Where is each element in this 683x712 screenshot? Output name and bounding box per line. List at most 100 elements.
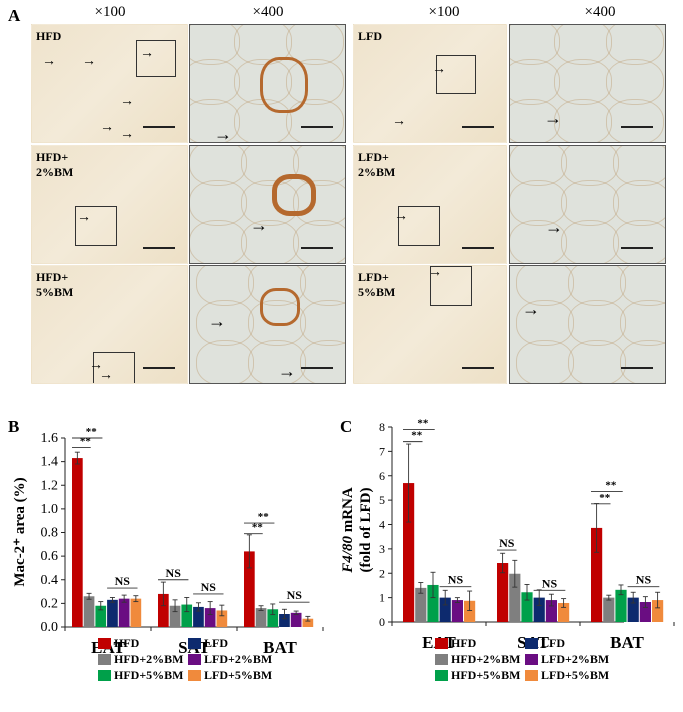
arrow-icon: → <box>428 265 442 280</box>
arrow-icon: → <box>82 54 96 69</box>
bar-lfd-2-bm-bat <box>290 612 302 627</box>
bar-hfd-5-bm-bat <box>267 609 279 627</box>
y-tick-label: 7 <box>379 444 385 458</box>
category-label-bat: BAT <box>263 638 297 657</box>
legend-item: LFD+2%BM <box>188 652 272 667</box>
legend-item: LFD+5%BM <box>525 668 609 683</box>
y-tick-label: 1.0 <box>41 502 59 517</box>
adipocyte-outline <box>300 340 345 383</box>
scale-bar <box>462 247 494 249</box>
legend-item: HFD <box>435 636 476 651</box>
scale-bar <box>301 247 333 249</box>
scale-bar <box>462 126 494 128</box>
scale-bar <box>301 367 333 369</box>
arrow-icon: → <box>140 46 154 61</box>
adipocyte-outline <box>286 99 344 142</box>
y-tick-label: 8 <box>379 420 385 434</box>
panel-letter: C <box>340 417 352 436</box>
lfd-x100-micrograph: LFD+ 5%BM → <box>353 265 507 384</box>
arrow-icon: → <box>432 62 446 77</box>
zoom-region-box <box>75 206 117 246</box>
hfd-x100-micrograph: HFD+ 5%BM → → <box>31 265 188 384</box>
legend-panel-b: HFD LFD HFD+2%BM LFD+2%BM HFD+5%BM LFD+5%BM <box>98 636 338 706</box>
y-tick-label: 1 <box>379 591 385 605</box>
bar-hfd-5-bm-sat <box>181 604 193 627</box>
arrow-icon: → <box>120 94 134 109</box>
y-tick-label: 5 <box>379 493 385 507</box>
significance-label: ** <box>417 417 429 429</box>
group-label: HFD+ 5%BM <box>36 270 74 299</box>
adipocyte-outline <box>561 220 619 263</box>
scale-bar <box>621 367 653 369</box>
significance-label: NS <box>499 536 515 550</box>
group-label: HFD+ 2%BM <box>36 150 74 179</box>
adipocyte-outline <box>286 59 344 105</box>
y-tick-label: 3 <box>379 542 385 556</box>
chart-mac2-area: B0.00.20.40.60.81.01.21.41.6EATSATBAT***… <box>8 417 324 657</box>
scale-bar <box>143 247 175 249</box>
significance-label: ** <box>86 426 98 438</box>
legend-swatch <box>188 638 201 649</box>
y-tick-label: 1.6 <box>41 431 59 446</box>
legend-swatch <box>525 638 538 649</box>
arrow-icon: → <box>42 54 56 69</box>
bar-hfd-bat <box>244 551 255 627</box>
zoom-region-box <box>436 55 476 94</box>
legend-swatch <box>98 638 111 649</box>
arrow-icon: → <box>250 215 268 235</box>
significance-label: NS <box>448 573 464 587</box>
zoom-region-box <box>398 206 440 246</box>
legend-label: LFD <box>541 636 565 650</box>
adipocyte-outline <box>568 340 626 383</box>
significance-label: NS <box>287 588 303 602</box>
significance-label: ** <box>599 492 611 504</box>
legend-item: HFD+2%BM <box>98 652 184 667</box>
bar-lfd-5-bm-bat <box>302 618 314 627</box>
y-tick-label: 0.2 <box>41 596 59 611</box>
significance-label: NS <box>201 580 217 594</box>
adipocyte-outline <box>606 59 664 105</box>
legend-item: HFD+5%BM <box>435 668 521 683</box>
significance-label: ** <box>605 480 617 492</box>
bar-hfd-sat <box>497 563 509 622</box>
y-axis-label: Mac-2⁺ area (%) <box>12 477 28 586</box>
bar-lfd-bat <box>279 614 290 627</box>
bar-hfd-eat <box>403 483 415 622</box>
legend-label: HFD+5%BM <box>451 668 521 682</box>
adipocyte-outline <box>606 25 664 65</box>
y-tick-label: 2 <box>379 566 385 580</box>
magnification-label: ×100 <box>94 4 126 20</box>
bar-hfd-5-bm-eat <box>95 605 107 627</box>
mac2-positive-stain <box>260 288 300 326</box>
significance-label: ** <box>252 522 264 534</box>
hfd-x100-micrograph: HFD+ 2%BM → <box>31 145 188 264</box>
scale-bar <box>143 126 175 128</box>
legend-swatch <box>435 638 448 649</box>
group-label: LFD+ 5%BM <box>358 270 396 299</box>
legend-label: HFD <box>451 636 477 650</box>
legend-swatch <box>188 654 201 665</box>
arrow-icon: → <box>544 108 562 128</box>
significance-label: ** <box>258 511 270 523</box>
group-label: HFD <box>36 29 62 43</box>
adipocyte-outline <box>286 25 344 65</box>
bar-hfd-eat <box>72 458 83 627</box>
arrow-icon: → <box>522 299 540 319</box>
group-label: LFD <box>358 29 382 43</box>
scale-bar <box>301 126 333 128</box>
zoom-region-box <box>136 40 176 77</box>
adipocyte-outline <box>613 220 665 263</box>
lfd-x400-micrograph: → <box>509 265 666 384</box>
significance-label: ** <box>80 435 92 447</box>
significance-label: NS <box>542 576 558 590</box>
bar-lfd-2-bm-bat <box>639 602 651 622</box>
legend-swatch <box>188 670 201 681</box>
bar-lfd-2-bm-eat <box>118 598 130 627</box>
y-tick-label: 0 <box>379 615 385 629</box>
scale-bar <box>621 247 653 249</box>
y-axis-label-line2: (fold of LFD) <box>358 488 374 573</box>
arrow-icon: → <box>394 209 408 224</box>
bar-hfd-sat <box>158 593 169 627</box>
legend-item: HFD+2%BM <box>435 652 521 667</box>
adipocyte-outline <box>620 340 665 383</box>
